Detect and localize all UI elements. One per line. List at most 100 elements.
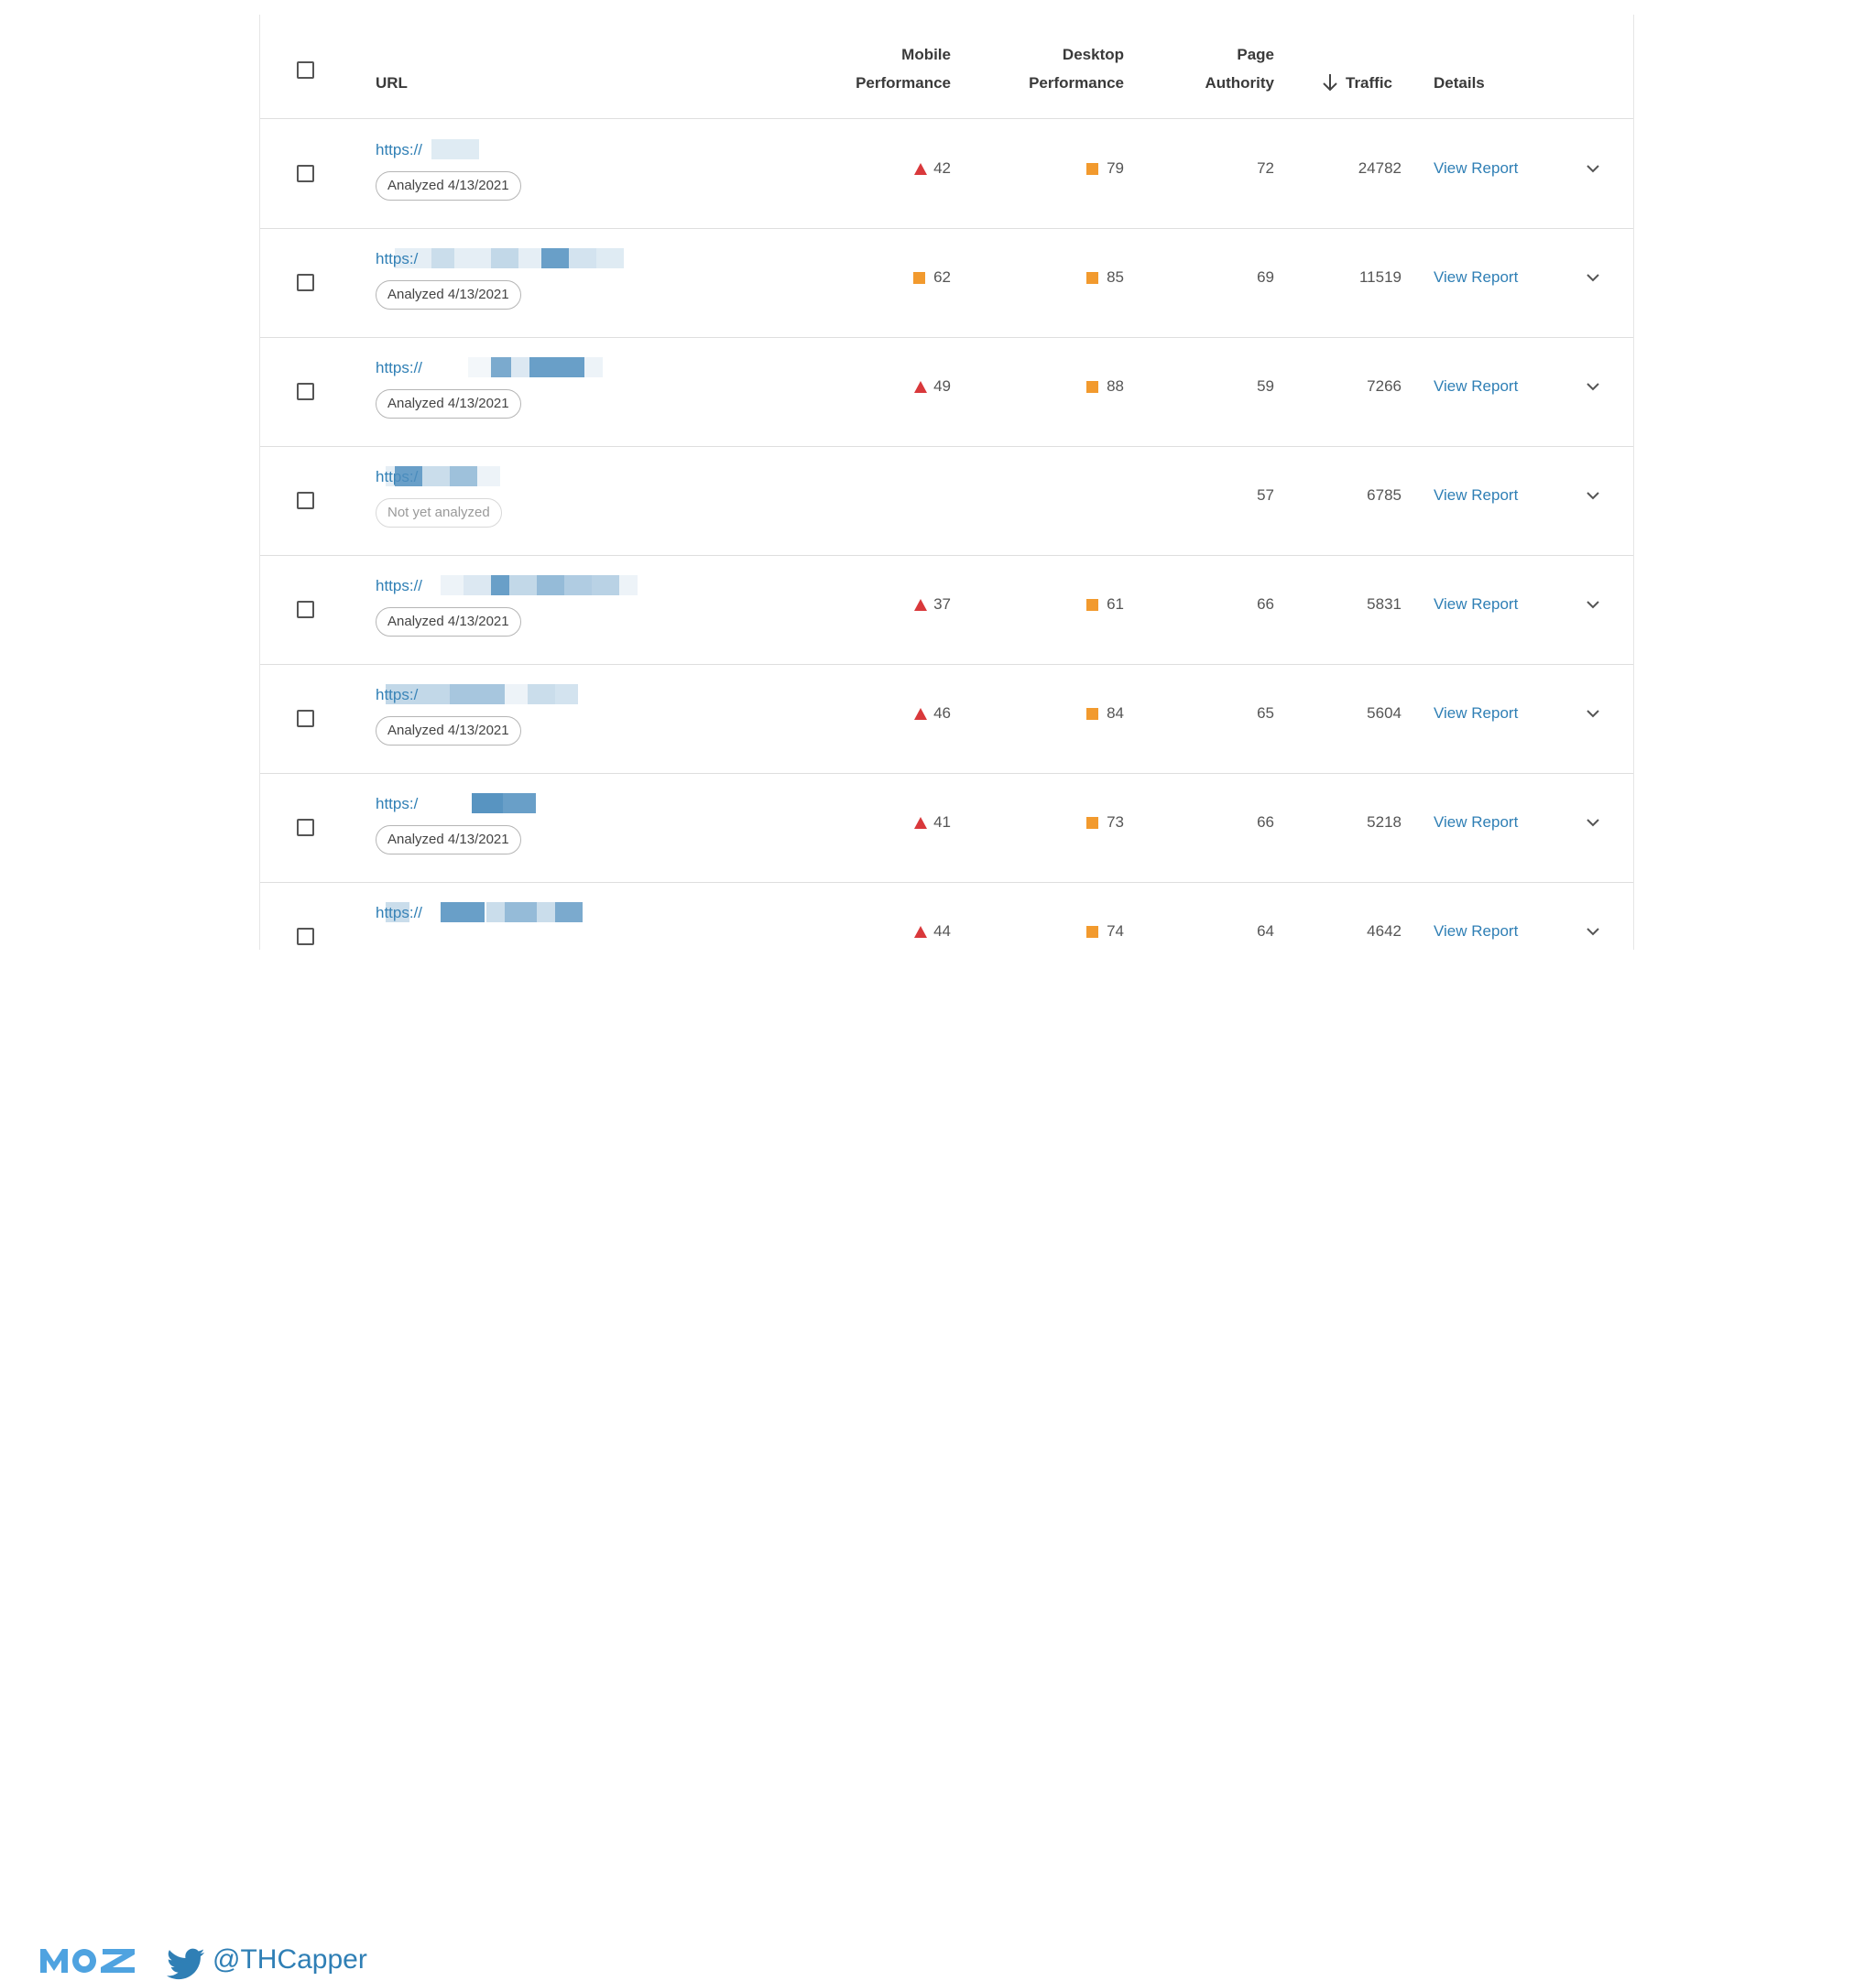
analysis-status-badge: Analyzed 4/13/2021 [376, 825, 521, 854]
header-page-authority-line2[interactable]: Authority [1205, 74, 1274, 92]
slide-footer: @THCapper [0, 950, 1876, 1980]
header-page-authority-line1[interactable]: Page [1237, 46, 1274, 63]
mobile-performance-score: 62 [913, 268, 951, 287]
view-report-link[interactable]: View Report [1434, 704, 1519, 722]
redacted-url-block [619, 575, 638, 595]
poor-score-triangle-icon [914, 598, 928, 611]
desktop-performance-score: 61 [1086, 595, 1124, 614]
table-row: https:/ Analyzed 4/13/2021 46 84 65 5604 View … [260, 664, 1633, 774]
chevron-down-icon[interactable] [1584, 159, 1602, 178]
page-authority-value: 65 [1257, 704, 1274, 722]
header-mobile-line2[interactable]: Performance [856, 74, 951, 92]
header-url[interactable]: URL [376, 74, 408, 92]
traffic-value: 5604 [1367, 704, 1402, 722]
row-url-link[interactable]: https:/ [376, 250, 419, 267]
average-score-square-icon [1086, 925, 1099, 938]
redacted-url-block [528, 684, 555, 704]
analysis-status-badge: Analyzed 4/13/2021 [376, 389, 521, 419]
redacted-url-block [386, 684, 450, 704]
table-row: https:// Analyzed 4/13/2021 49 88 59 7266 View… [260, 337, 1633, 447]
chevron-down-icon[interactable] [1584, 268, 1602, 287]
mobile-performance-score: 42 [914, 159, 951, 178]
mobile-performance-score: 44 [914, 922, 951, 941]
mobile-performance-value: 46 [933, 704, 951, 722]
view-report-link[interactable]: View Report [1434, 486, 1519, 504]
mobile-performance-score: 41 [914, 813, 951, 832]
header-desktop-line2[interactable]: Performance [1029, 74, 1124, 92]
header-desktop-line1[interactable]: Desktop [1062, 46, 1124, 63]
poor-score-triangle-icon [914, 380, 928, 393]
desktop-performance-value: 79 [1107, 159, 1124, 177]
mobile-performance-score: 49 [914, 377, 951, 396]
average-score-square-icon [1086, 162, 1099, 175]
chevron-down-icon[interactable] [1584, 377, 1602, 396]
traffic-value: 4642 [1367, 922, 1402, 940]
traffic-value: 5218 [1367, 813, 1402, 831]
row-checkbox[interactable] [297, 165, 314, 182]
header-mobile-line1[interactable]: Mobile [901, 46, 951, 63]
desktop-performance-value: 85 [1107, 268, 1124, 286]
poor-score-triangle-icon [914, 816, 928, 829]
chevron-down-icon[interactable] [1584, 813, 1602, 832]
select-all-checkbox[interactable] [297, 61, 314, 79]
sort-descending-icon[interactable] [1322, 73, 1338, 92]
redacted-url-block [541, 248, 569, 268]
redacted-url-block [555, 902, 583, 922]
view-report-link[interactable]: View Report [1434, 377, 1519, 395]
moz-logo [40, 1949, 135, 1973]
row-url-link[interactable]: https:/ [376, 795, 419, 812]
twitter-handle: @THCapper [213, 1944, 367, 1975]
page-authority-value: 72 [1257, 159, 1274, 177]
row-url-link[interactable]: https:// [376, 141, 423, 158]
header-traffic[interactable]: Traffic [1346, 74, 1393, 92]
row-url-link[interactable]: https:// [376, 359, 423, 376]
row-checkbox[interactable] [297, 601, 314, 618]
poor-score-triangle-icon [914, 707, 928, 720]
row-checkbox[interactable] [297, 274, 314, 291]
row-checkbox[interactable] [297, 710, 314, 727]
redacted-url-block [491, 575, 509, 595]
mobile-performance-value: 41 [933, 813, 951, 831]
chevron-down-icon[interactable] [1584, 922, 1602, 941]
redacted-url-block [472, 793, 503, 813]
analysis-status-badge: Analyzed 4/13/2021 [376, 607, 521, 637]
redacted-url-block [441, 902, 485, 922]
traffic-value: 24782 [1358, 159, 1402, 177]
view-report-link[interactable]: View Report [1434, 595, 1519, 613]
redacted-url-block [450, 684, 505, 704]
row-checkbox[interactable] [297, 492, 314, 509]
row-url-link[interactable]: https:// [376, 904, 423, 921]
view-report-link[interactable]: View Report [1434, 922, 1519, 940]
redacted-url-block [511, 357, 529, 377]
poor-score-triangle-icon [914, 162, 928, 175]
average-score-square-icon [913, 271, 926, 284]
redacted-url-block [422, 466, 450, 486]
desktop-performance-value: 61 [1107, 595, 1124, 613]
view-report-link[interactable]: View Report [1434, 159, 1519, 177]
row-checkbox[interactable] [297, 819, 314, 836]
table-header: URL Mobile Performance Desktop Performan… [260, 15, 1633, 119]
mobile-performance-value: 42 [933, 159, 951, 177]
row-url-link[interactable]: https:/ [376, 686, 419, 703]
chevron-down-icon[interactable] [1584, 704, 1602, 723]
twitter-bird-icon [167, 1948, 205, 1980]
redacted-url-block [509, 575, 537, 595]
redacted-url-block [441, 575, 464, 595]
chevron-down-icon[interactable] [1584, 486, 1602, 505]
desktop-performance-value: 88 [1107, 377, 1124, 395]
redacted-url-block [386, 466, 395, 486]
row-checkbox[interactable] [297, 383, 314, 400]
row-url-link[interactable]: https:// [376, 577, 423, 594]
view-report-link[interactable]: View Report [1434, 268, 1519, 286]
redacted-url-block [450, 466, 477, 486]
desktop-performance-score: 88 [1086, 377, 1124, 396]
chevron-down-icon[interactable] [1584, 595, 1602, 614]
poor-score-triangle-icon [914, 925, 928, 938]
view-report-link[interactable]: View Report [1434, 813, 1519, 831]
row-checkbox[interactable] [297, 928, 314, 945]
table-row: https:// Analyzed 4/13/2021 42 79 72 24782 Vie… [260, 119, 1633, 229]
page-authority-value: 57 [1257, 486, 1274, 504]
average-score-square-icon [1086, 598, 1099, 611]
mobile-performance-value: 37 [933, 595, 951, 613]
